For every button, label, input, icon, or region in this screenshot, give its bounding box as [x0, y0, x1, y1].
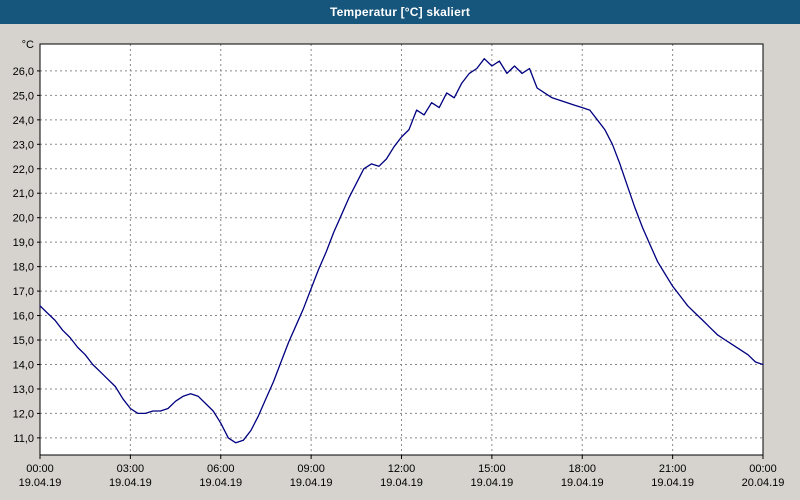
- svg-text:17,0: 17,0: [13, 286, 34, 298]
- svg-text:09:00: 09:00: [297, 463, 325, 475]
- svg-text:00:00: 00:00: [749, 463, 777, 475]
- svg-text:19,0: 19,0: [13, 237, 34, 249]
- svg-text:19.04.19: 19.04.19: [19, 477, 62, 489]
- svg-text:18,0: 18,0: [13, 262, 34, 274]
- svg-text:25,0: 25,0: [13, 90, 34, 102]
- svg-text:19.04.19: 19.04.19: [561, 477, 604, 489]
- svg-text:00:00: 00:00: [26, 463, 54, 475]
- svg-text:18:00: 18:00: [568, 463, 596, 475]
- svg-text:19.04.19: 19.04.19: [199, 477, 242, 489]
- temperature-line-chart: 11,0 12,0 13,0 14,0 15,0 16,0 17,0 18,0 19,0 20,0…: [13, 39, 785, 489]
- svg-text:24,0: 24,0: [13, 115, 34, 127]
- svg-text:22,0: 22,0: [13, 164, 34, 176]
- svg-text:12,0: 12,0: [13, 408, 34, 420]
- svg-text:19.04.19: 19.04.19: [380, 477, 423, 489]
- window-title: Temperatur [°C] skaliert: [329, 5, 471, 19]
- svg-text:23,0: 23,0: [13, 139, 34, 151]
- svg-text:19.04.19: 19.04.19: [109, 477, 152, 489]
- window-titlebar[interactable]: Temperatur [°C] skaliert: [0, 0, 800, 24]
- svg-text:12:00: 12:00: [388, 463, 416, 475]
- svg-text:21:00: 21:00: [659, 463, 687, 475]
- svg-text:03:00: 03:00: [117, 463, 145, 475]
- svg-text:19.04.19: 19.04.19: [651, 477, 694, 489]
- svg-text:15:00: 15:00: [478, 463, 506, 475]
- svg-text:15,0: 15,0: [13, 335, 34, 347]
- svg-text:21,0: 21,0: [13, 188, 34, 200]
- svg-text:16,0: 16,0: [13, 311, 34, 323]
- svg-text:13,0: 13,0: [13, 384, 34, 396]
- svg-text:19.04.19: 19.04.19: [290, 477, 333, 489]
- svg-text:11,0: 11,0: [13, 433, 34, 445]
- svg-text:26,0: 26,0: [13, 66, 34, 78]
- chart-area: 11,0 12,0 13,0 14,0 15,0 16,0 17,0 18,0 19,0 20,0…: [0, 24, 800, 500]
- svg-text:20.04.19: 20.04.19: [742, 477, 785, 489]
- svg-text:°C: °C: [22, 39, 34, 51]
- svg-text:20,0: 20,0: [13, 213, 34, 225]
- svg-text:14,0: 14,0: [13, 359, 34, 371]
- svg-text:19.04.19: 19.04.19: [470, 477, 513, 489]
- svg-text:06:00: 06:00: [207, 463, 235, 475]
